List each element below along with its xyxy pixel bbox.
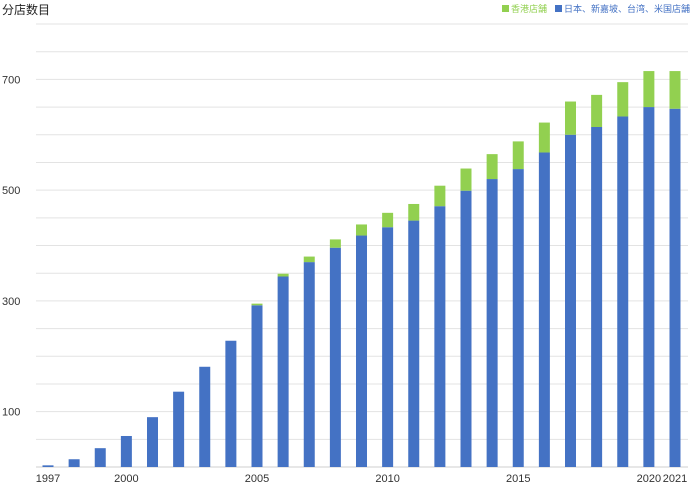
bar-hongkong-2007 [303,256,315,263]
bar-japan-1999 [94,448,106,467]
bar-hongkong-2018 [591,94,603,127]
bar-japan-2020 [643,107,655,467]
bar-hongkong-2015 [512,141,524,170]
legend-label-japan: 日本、新嘉坡、台湾、米国店舗 [563,5,690,15]
bar-japan-2017 [565,134,576,467]
bar-japan-2008 [329,247,341,467]
x-tick-label: 2010 [375,473,399,485]
bar-japan-2002 [173,391,185,467]
legend-label-hongkong: 香港店舗 [510,5,547,15]
bar-japan-2006 [277,276,289,467]
bar-hongkong-2021 [669,71,681,109]
bar-hongkong-2014 [486,154,498,180]
bar-japan-2015 [512,169,524,467]
y-tick-label: 700 [2,74,20,86]
legend-swatch-japan [554,5,562,12]
bar-japan-2011 [408,220,420,467]
bar-japan-2012 [434,206,446,467]
bar-japan-2005 [251,305,263,467]
x-tick-label: 2021 [663,473,687,485]
legend: 香港店舗 日本、新嘉坡、台湾、米国店舗 [501,2,690,15]
bar-japan-2004 [225,340,237,467]
bar-japan-2001 [147,417,158,467]
bar-japan-2021 [669,108,681,467]
legend-item-japan: 日本、新嘉坡、台湾、米国店舗 [554,2,690,15]
bar-japan-1998 [68,459,80,467]
bar-hongkong-2010 [382,212,394,228]
x-tick-label: 2000 [114,473,138,485]
legend-swatch-hongkong [501,5,509,12]
y-tick-label: 100 [2,407,20,419]
bar-japan-2009 [356,235,367,467]
bar-japan-2019 [617,116,629,467]
bar-hongkong-2011 [408,203,420,221]
bar-hongkong-2009 [356,224,367,236]
bar-japan-2007 [303,262,315,467]
bar-japan-2018 [591,126,603,467]
bar-japan-2003 [199,366,211,467]
y-tick-label: 300 [2,296,20,308]
x-tick-label: 2020 [637,473,661,485]
legend-item-hongkong: 香港店舗 [501,2,547,15]
y-tick-label: 500 [2,185,20,197]
x-tick-label: 2005 [245,473,269,485]
bar-japan-2013 [460,190,472,467]
bar-hongkong-2019 [617,82,629,117]
bar-hongkong-2016 [538,122,550,153]
bar-japan-2010 [382,227,394,467]
bar-hongkong-2017 [565,101,576,135]
chart-title: 分店数目 [2,3,51,17]
bar-hongkong-2013 [460,168,472,191]
x-tick-label: 1997 [36,473,60,485]
bar-hongkong-2012 [434,185,446,207]
bar-japan-2000 [120,435,132,467]
bar-japan-2016 [538,152,550,467]
bar-hongkong-2006 [277,273,289,277]
x-tick-label: 2015 [506,473,530,485]
bar-hongkong-2005 [251,303,263,306]
bar-hongkong-2008 [329,239,341,248]
bar-japan-2014 [486,179,498,468]
bar-japan-1997 [42,465,54,467]
bar-hongkong-2020 [643,71,655,108]
